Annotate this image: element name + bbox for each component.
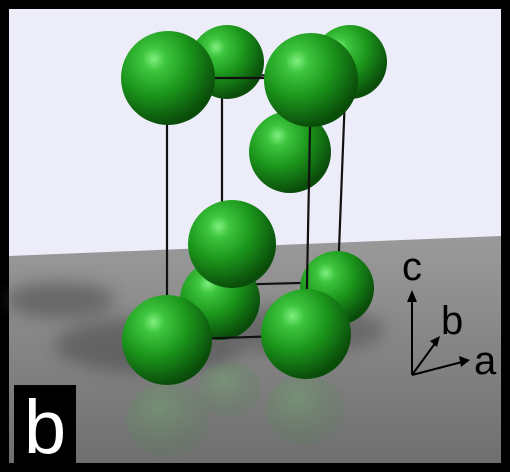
axis-triad <box>407 290 470 376</box>
axis-c-arrowhead <box>407 290 417 302</box>
atom-front-top-left <box>121 31 215 125</box>
axis-c-label: c <box>402 245 422 289</box>
shadow-left <box>5 282 115 318</box>
axis-a-arrow <box>411 361 463 376</box>
atom-center-lower <box>188 200 276 288</box>
axis-a-label: a <box>474 339 497 383</box>
axis-b-arrow <box>411 341 437 376</box>
axis-b-arrowhead <box>430 336 440 347</box>
axis-a-arrowhead <box>459 356 470 367</box>
panel-label-box <box>14 385 76 463</box>
axis-b-label: b <box>441 299 463 343</box>
reflection-atom-3 <box>198 362 262 418</box>
reflection-atom-2 <box>265 375 345 445</box>
atom-front-top-right <box>264 33 358 127</box>
atom-front-bottom-left <box>122 295 212 385</box>
floor-reflections <box>126 362 345 458</box>
atom-front-bottom-right <box>261 289 351 379</box>
panel-label: b <box>24 385 66 470</box>
atoms-front <box>121 31 358 385</box>
reflection-atom-1 <box>126 382 210 458</box>
